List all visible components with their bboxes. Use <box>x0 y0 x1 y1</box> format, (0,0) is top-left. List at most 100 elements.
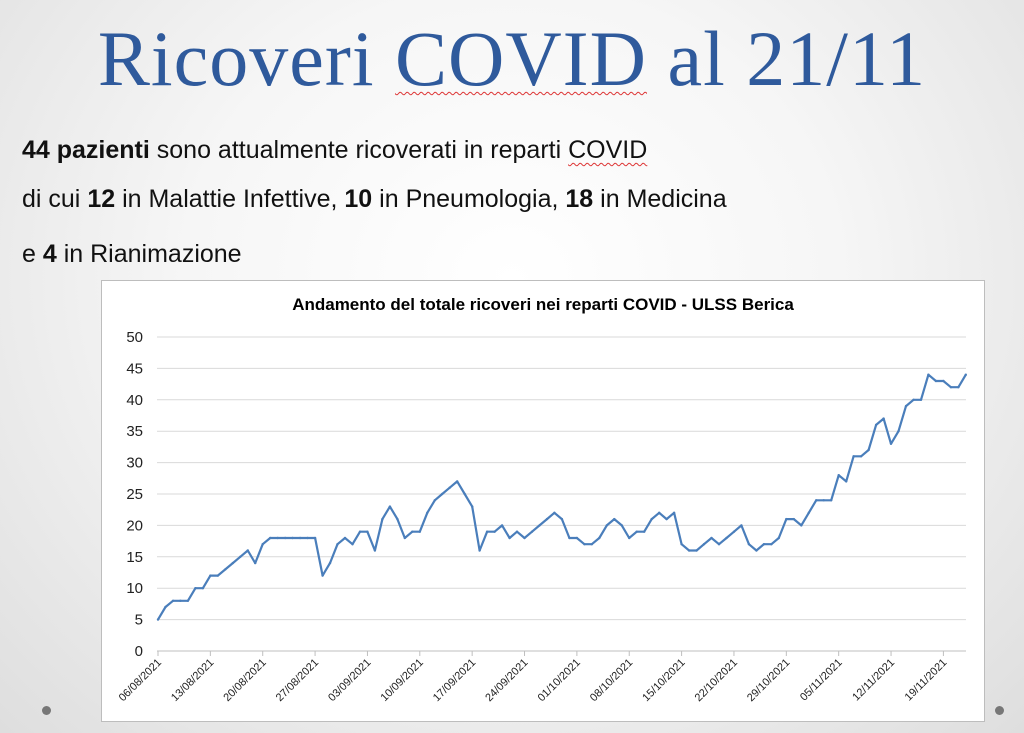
data-point <box>785 517 788 521</box>
data-point <box>366 530 369 533</box>
data-point <box>643 530 646 533</box>
summary-line-3: e 4 in Rianimazione <box>22 240 242 268</box>
data-point <box>807 511 810 514</box>
y-tick-label: 30 <box>126 455 143 472</box>
x-tick-label: 27/08/2021 <box>274 657 321 704</box>
data-point <box>411 530 414 533</box>
y-tick-label: 5 <box>135 612 143 629</box>
data-point <box>613 517 616 521</box>
data-point <box>762 543 766 546</box>
data-point <box>957 386 960 389</box>
x-tick-label: 24/09/2021 <box>483 657 530 704</box>
data-point <box>859 455 863 458</box>
data-point <box>156 618 160 621</box>
x-tick-label: 22/10/2021 <box>693 657 740 704</box>
data-point <box>598 536 601 540</box>
data-point <box>867 448 870 452</box>
data-point <box>792 517 795 521</box>
nav-dot-right[interactable] <box>995 706 1004 715</box>
data-point <box>485 530 489 533</box>
data-point <box>658 511 661 514</box>
data-point <box>740 524 743 527</box>
data-point <box>403 536 406 540</box>
data-point <box>328 561 332 565</box>
data-point <box>276 536 279 540</box>
chart-title: Andamento del totale ricoveri nei repart… <box>292 295 794 314</box>
data-point <box>927 373 930 376</box>
data-point <box>500 524 504 527</box>
data-point <box>672 511 676 514</box>
y-tick-label: 25 <box>126 486 143 503</box>
data-point <box>321 574 324 577</box>
data-point <box>553 511 556 514</box>
data-point <box>471 505 474 508</box>
data-point <box>710 536 713 540</box>
data-point <box>336 543 339 546</box>
x-tick-label: 17/09/2021 <box>431 657 478 704</box>
data-point <box>216 574 219 577</box>
summary-line-1: 44 pazienti sono attualmente ricoverati … <box>22 136 648 164</box>
data-point <box>889 442 893 445</box>
data-point <box>777 536 780 540</box>
data-point <box>396 517 399 521</box>
slide-title: Ricoveri COVID al 21/11 <box>97 15 927 102</box>
data-point <box>441 492 444 496</box>
data-point <box>837 474 840 477</box>
x-tick-label: 08/10/2021 <box>588 657 635 704</box>
data-point <box>433 499 436 502</box>
data-point <box>523 536 526 540</box>
data-point <box>171 599 175 602</box>
data-point <box>695 549 698 552</box>
chart-container: Andamento del totale ricoveri nei repart… <box>101 280 985 722</box>
x-tick-label: 15/10/2021 <box>640 657 687 704</box>
data-point <box>298 536 302 540</box>
x-tick-label: 05/11/2021 <box>798 657 845 704</box>
data-point <box>515 530 519 533</box>
data-point <box>493 530 496 533</box>
data-point <box>755 549 758 552</box>
data-point <box>530 530 534 533</box>
data-point <box>388 505 392 508</box>
x-tick-label: 06/08/2021 <box>117 657 164 704</box>
y-tick-label: 45 <box>126 360 143 377</box>
data-point <box>942 379 945 383</box>
data-point <box>822 499 825 502</box>
data-point <box>239 555 242 558</box>
data-point <box>448 486 451 489</box>
y-tick-label: 10 <box>126 580 143 597</box>
data-point <box>717 543 721 546</box>
summary-line-2: di cui 12 in Malattie Infettive, 10 in P… <box>22 185 727 213</box>
data-point <box>478 549 481 552</box>
x-tick-label: 01/10/2021 <box>536 657 583 704</box>
x-tick-label: 19/11/2021 <box>903 657 950 704</box>
data-point <box>209 574 212 577</box>
data-point <box>665 517 668 521</box>
x-tick-label: 29/10/2021 <box>745 657 792 704</box>
data-point <box>830 499 833 502</box>
nav-dot-left[interactable] <box>42 706 51 715</box>
data-point <box>919 398 923 401</box>
y-tick-label: 35 <box>126 423 143 440</box>
data-point <box>231 561 234 565</box>
data-point <box>815 499 818 502</box>
data-point <box>747 543 751 546</box>
data-point <box>373 549 377 552</box>
data-point <box>560 517 564 521</box>
data-point <box>635 530 638 533</box>
data-point <box>291 536 294 540</box>
y-tick-label: 50 <box>126 329 143 346</box>
x-tick-label: 03/09/2021 <box>326 657 373 704</box>
y-tick-label: 15 <box>126 549 143 566</box>
data-point <box>508 536 511 540</box>
x-tick-label: 12/11/2021 <box>850 657 897 704</box>
data-point <box>882 417 885 420</box>
data-point <box>261 543 264 546</box>
data-point <box>897 430 900 433</box>
data-point <box>912 398 915 401</box>
data-point <box>246 549 249 552</box>
x-tick-label: 10/09/2021 <box>379 657 426 704</box>
data-point <box>725 536 728 540</box>
data-point <box>680 543 683 546</box>
data-point <box>874 423 878 427</box>
x-tick-label: 20/08/2021 <box>221 657 268 704</box>
